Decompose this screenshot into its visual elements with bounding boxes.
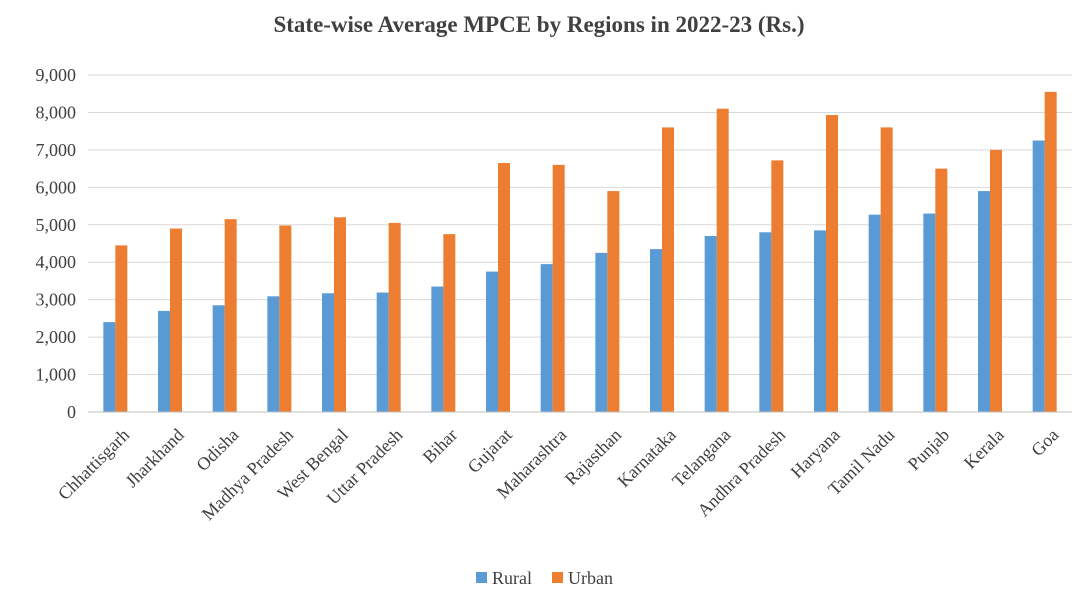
bar-rural (212, 305, 225, 412)
gridlines (88, 74, 1072, 376)
bar-urban (170, 228, 182, 412)
bar-urban (716, 108, 729, 412)
y-tick-label: 7,000 (36, 140, 77, 160)
bar-rural (595, 252, 608, 412)
bar-rural (650, 249, 662, 412)
bar-rural (1032, 140, 1045, 412)
bar-rural (759, 232, 772, 412)
bar-rural (486, 271, 498, 412)
bar-urban (662, 127, 674, 412)
bar-urban (935, 168, 948, 412)
bar-urban (498, 162, 510, 412)
y-tick-label: 4,000 (36, 252, 77, 272)
bar-urban (880, 127, 893, 412)
legend: Rural Urban (476, 568, 613, 588)
y-tick-label: 9,000 (36, 65, 77, 85)
bar-rural (158, 310, 170, 412)
bar-rural (814, 230, 826, 412)
bar-urban (388, 222, 401, 412)
x-tick-label: Gujarat (464, 425, 516, 477)
bar-rural (978, 191, 990, 412)
x-tick-label: Bihar (419, 425, 461, 467)
bar-urban (443, 234, 456, 412)
y-tick-label: 8,000 (36, 102, 77, 122)
bar-rural (103, 322, 116, 412)
bar-rural (540, 264, 553, 412)
x-tick-label: Jharkhand (121, 425, 187, 491)
y-tick-label: 3,000 (36, 290, 77, 310)
bar-rural (704, 236, 717, 412)
bar-rural (868, 214, 881, 412)
bar-urban (115, 245, 128, 412)
bar-urban (771, 160, 784, 412)
chart-title: State-wise Average MPCE by Regions in 20… (273, 12, 805, 37)
legend-label-rural: Rural (492, 568, 532, 588)
y-tick-label: 0 (67, 402, 76, 422)
bar-rural (267, 296, 280, 412)
y-axis-ticks: 0 1,000 2,000 3,000 4,000 5,000 6,000 7,000 8,00… (36, 65, 77, 422)
bar-rural (322, 293, 334, 412)
x-tick-label: Chhattisgarh (54, 425, 133, 504)
bar-rural (923, 213, 936, 412)
x-tick-label: Odisha (192, 425, 242, 475)
y-tick-label: 2,000 (36, 327, 77, 347)
x-tick-label: Goa (1027, 425, 1062, 460)
y-tick-label: 5,000 (36, 215, 77, 235)
bar-rural (431, 286, 444, 412)
legend-label-urban: Urban (568, 568, 613, 588)
bar-urban (607, 191, 620, 412)
bar-urban (552, 164, 565, 412)
legend-swatch-urban (552, 572, 563, 583)
bar-urban (279, 225, 292, 412)
x-tick-label: Punjab (904, 425, 954, 475)
y-tick-label: 1,000 (36, 365, 77, 385)
bar-urban (334, 217, 346, 412)
x-tick-label: Karnataka (613, 425, 679, 491)
bar-urban (990, 149, 1002, 412)
bar-rural (376, 292, 389, 412)
x-tick-label: Kerala (960, 425, 1008, 473)
bar-urban (224, 219, 237, 412)
bars (103, 91, 1057, 412)
bar-urban (1044, 91, 1057, 412)
bar-urban (826, 115, 838, 412)
y-tick-label: 6,000 (36, 177, 77, 197)
legend-swatch-rural (476, 572, 487, 583)
